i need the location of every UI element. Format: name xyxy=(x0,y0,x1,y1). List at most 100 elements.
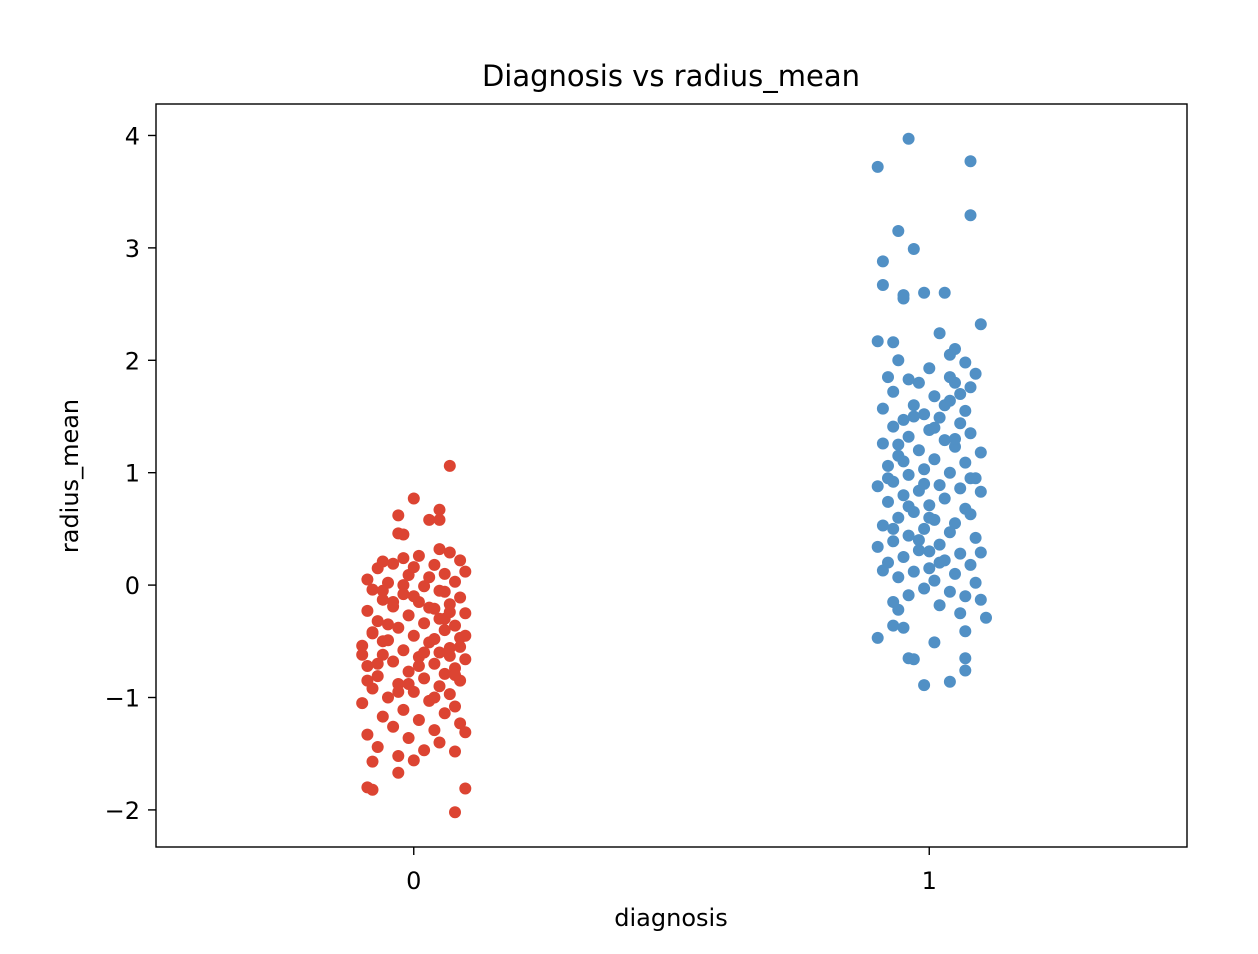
data-point-0-56 xyxy=(387,655,400,668)
data-point-0-29 xyxy=(454,591,467,604)
data-point-0-62 xyxy=(371,670,384,683)
data-point-1-116 xyxy=(897,455,910,468)
data-point-0-101 xyxy=(428,691,441,704)
y-tick-label: 0 xyxy=(125,572,140,600)
data-point-1-87 xyxy=(876,564,889,577)
data-point-0-53 xyxy=(376,648,389,661)
y-axis-ticks: −2 −1 0 1 2 3 4 xyxy=(105,122,156,825)
data-point-1-60 xyxy=(938,492,951,505)
data-point-0-19 xyxy=(438,567,451,580)
data-point-0-17 xyxy=(371,562,384,575)
data-point-0-41 xyxy=(449,619,461,632)
data-point-0-97 xyxy=(423,601,436,614)
data-point-1-83 xyxy=(964,558,977,571)
y-tick-label: 2 xyxy=(125,347,140,375)
data-point-1-48 xyxy=(882,459,894,472)
data-point-1-21 xyxy=(969,367,982,380)
data-point-0-20 xyxy=(402,569,415,581)
data-point-0-55 xyxy=(459,653,472,666)
data-point-1-33 xyxy=(933,411,946,424)
data-point-1-4 xyxy=(892,225,905,237)
data-point-1-7 xyxy=(876,279,889,291)
y-tick-label: 3 xyxy=(125,235,140,263)
data-point-1-38 xyxy=(964,427,977,440)
data-point-1-41 xyxy=(876,437,889,450)
data-point-0-90 xyxy=(366,755,379,768)
data-point-1-18 xyxy=(943,348,956,361)
data-point-1-121 xyxy=(954,388,967,400)
data-point-0-49 xyxy=(356,639,369,652)
data-point-0-116 xyxy=(412,660,425,672)
data-point-1-110 xyxy=(943,675,956,688)
data-point-1-29 xyxy=(907,399,920,412)
data-point-0-28 xyxy=(397,588,410,601)
data-point-1-55 xyxy=(954,482,967,495)
data-point-1-43 xyxy=(912,444,925,457)
data-point-0-98 xyxy=(397,579,410,592)
data-point-0-15 xyxy=(428,558,441,571)
data-point-0-4 xyxy=(423,513,436,526)
data-point-1-47 xyxy=(959,456,972,469)
data-point-1-69 xyxy=(876,519,889,532)
data-point-0-81 xyxy=(361,728,374,741)
data-point-1-9 xyxy=(897,292,910,305)
data-point-1-44 xyxy=(974,446,987,459)
data-point-0-91 xyxy=(392,766,405,779)
data-point-0-5 xyxy=(433,513,446,526)
data-point-0-78 xyxy=(454,717,467,730)
data-point-1-100 xyxy=(954,607,967,620)
data-point-0-14 xyxy=(387,557,400,570)
data-point-1-74 xyxy=(887,535,900,548)
data-point-0-25 xyxy=(418,580,431,593)
data-point-0-117 xyxy=(443,606,456,619)
data-point-0-94 xyxy=(459,782,472,795)
data-point-0-26 xyxy=(366,583,379,596)
data-point-1-129 xyxy=(882,472,894,485)
data-point-1-40 xyxy=(938,434,951,447)
data-point-1-90 xyxy=(969,576,982,589)
data-point-1-108 xyxy=(959,652,972,665)
data-point-0-21 xyxy=(423,571,436,584)
y-tick-label: 1 xyxy=(125,460,140,488)
data-point-1-128 xyxy=(943,371,956,384)
data-point-0-58 xyxy=(361,660,374,672)
y-tick-label: −1 xyxy=(105,685,140,713)
data-point-0-111 xyxy=(366,626,379,639)
data-point-1-126 xyxy=(892,438,905,451)
y-tick-label: −2 xyxy=(105,797,140,825)
data-point-1-91 xyxy=(918,582,931,595)
data-point-1-75 xyxy=(933,538,946,551)
data-point-0-75 xyxy=(438,707,451,720)
data-point-1-50 xyxy=(943,466,956,479)
data-point-1-114 xyxy=(907,410,920,423)
data-point-0-7 xyxy=(397,528,410,541)
data-point-1-25 xyxy=(964,381,977,394)
data-point-0-40 xyxy=(418,617,431,630)
data-point-1-104 xyxy=(871,631,884,644)
data-point-1-102 xyxy=(887,619,900,632)
data-point-1-113 xyxy=(923,545,936,558)
data-point-0-113 xyxy=(392,685,405,698)
data-point-0-118 xyxy=(356,648,369,661)
data-point-1-13 xyxy=(933,327,946,340)
data-point-1-51 xyxy=(902,468,915,481)
data-point-1-85 xyxy=(907,565,920,578)
data-point-1-72 xyxy=(902,529,915,542)
data-point-1-111 xyxy=(918,679,931,692)
data-point-0-83 xyxy=(402,732,415,744)
data-point-0-112 xyxy=(433,584,446,597)
data-point-1-27 xyxy=(928,390,941,403)
data-point-1-54 xyxy=(933,479,946,492)
data-point-1-14 xyxy=(871,335,884,348)
data-point-1-124 xyxy=(912,376,925,389)
data-point-1-112 xyxy=(912,534,925,547)
data-point-1-123 xyxy=(933,556,946,569)
data-point-1-80 xyxy=(897,551,910,563)
data-point-0-100 xyxy=(361,674,374,687)
data-point-1-17 xyxy=(892,354,905,367)
data-point-1-30 xyxy=(959,404,972,417)
data-point-1-127 xyxy=(923,511,936,524)
data-point-0-45 xyxy=(407,629,420,642)
data-point-0-114 xyxy=(459,629,472,642)
data-point-1-107 xyxy=(907,653,920,666)
